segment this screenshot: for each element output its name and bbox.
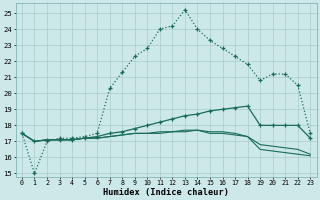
X-axis label: Humidex (Indice chaleur): Humidex (Indice chaleur) (103, 188, 229, 197)
